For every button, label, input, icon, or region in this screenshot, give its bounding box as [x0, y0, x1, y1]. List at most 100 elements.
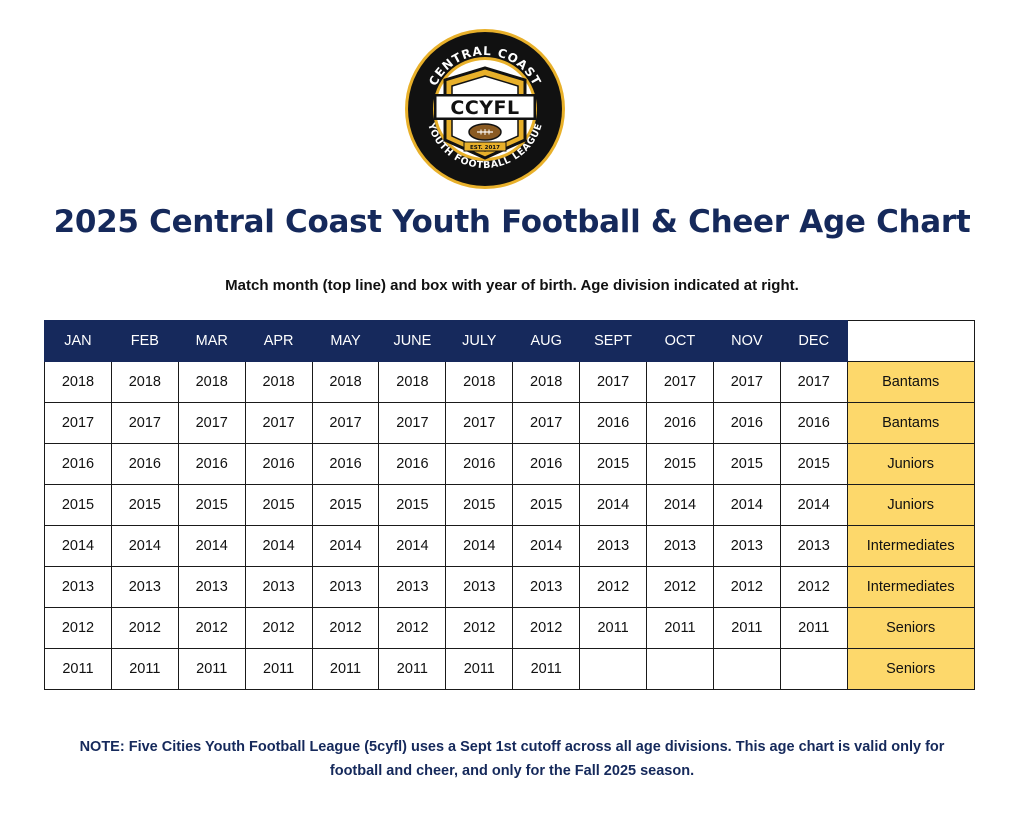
month-header-oct: OCT — [646, 320, 714, 362]
birth-year-cell — [779, 648, 848, 690]
division-cell: Seniors — [846, 607, 975, 649]
birth-year-cell: 2014 — [378, 525, 447, 567]
month-header-apr: APR — [244, 320, 313, 362]
birth-year-cell: 2013 — [110, 566, 179, 608]
birth-year-cell: 2017 — [712, 361, 781, 403]
birth-year-cell: 2018 — [445, 361, 514, 403]
birth-year-cell: 2014 — [311, 525, 380, 567]
month-header-row: JAN FEB MAR APR MAY JUNE JULY AUG SEPT OCT NOV DEC — [44, 320, 975, 362]
birth-year-cell: 2016 — [779, 402, 848, 444]
birth-year-cell: 2018 — [177, 361, 246, 403]
birth-year-cell — [579, 648, 648, 690]
birth-year-cell: 2016 — [177, 443, 246, 485]
birth-year-cell: 2011 — [244, 648, 313, 690]
birth-year-cell: 2017 — [646, 361, 714, 403]
month-header-july: JULY — [445, 320, 514, 362]
birth-year-cell: 2011 — [177, 648, 246, 690]
table-row: 2013 2013 2013 2013 2013 2013 2013 2013 2012 2012… — [44, 566, 975, 608]
table-row: 2011 2011 2011 2011 2011 2011 2011 2011 Seniors — [44, 648, 975, 690]
month-header-feb: FEB — [110, 320, 179, 362]
month-header-may: MAY — [311, 320, 380, 362]
birth-year-cell: 2013 — [779, 525, 848, 567]
logo-est-text: EST. 2017 — [470, 145, 500, 151]
birth-year-cell: 2011 — [445, 648, 514, 690]
table-row: 2016 2016 2016 2016 2016 2016 2016 2016 2015 2015… — [44, 443, 975, 485]
age-chart-table: JAN FEB MAR APR MAY JUNE JULY AUG SEPT OCT NOV DEC … — [44, 320, 975, 690]
birth-year-cell: 2015 — [177, 484, 246, 526]
birth-year-cell: 2011 — [579, 607, 648, 649]
month-header-mar: MAR — [177, 320, 246, 362]
birth-year-cell: 2015 — [110, 484, 179, 526]
birth-year-cell: 2016 — [512, 443, 581, 485]
birth-year-cell: 2011 — [779, 607, 848, 649]
division-cell: Intermediates — [846, 566, 975, 608]
birth-year-cell: 2017 — [779, 361, 848, 403]
birth-year-cell: 2011 — [378, 648, 447, 690]
birth-year-cell: 2012 — [646, 566, 714, 608]
birth-year-cell: 2014 — [579, 484, 648, 526]
birth-year-cell: 2013 — [579, 525, 648, 567]
birth-year-cell: 2014 — [110, 525, 179, 567]
birth-year-cell: 2018 — [311, 361, 380, 403]
birth-year-cell: 2011 — [712, 607, 781, 649]
birth-year-cell: 2014 — [646, 484, 714, 526]
birth-year-cell: 2017 — [378, 402, 447, 444]
division-cell: Seniors — [846, 648, 975, 690]
birth-year-cell: 2016 — [579, 402, 648, 444]
division-cell: Bantams — [846, 402, 975, 444]
birth-year-cell: 2017 — [311, 402, 380, 444]
birth-year-cell: 2014 — [779, 484, 848, 526]
birth-year-cell: 2012 — [579, 566, 648, 608]
birth-year-cell — [712, 648, 781, 690]
birth-year-cell: 2012 — [445, 607, 514, 649]
birth-year-cell: 2013 — [445, 566, 514, 608]
division-header-blank — [846, 320, 975, 362]
birth-year-cell: 2016 — [712, 402, 781, 444]
table-row: 2012 2012 2012 2012 2012 2012 2012 2012 2011 2011… — [44, 607, 975, 649]
birth-year-cell: 2012 — [779, 566, 848, 608]
month-header-jan: JAN — [44, 320, 112, 362]
birth-year-cell: 2013 — [512, 566, 581, 608]
birth-year-cell: 2013 — [646, 525, 714, 567]
instructions-text: Match month (top line) and box with year… — [225, 277, 799, 294]
table-row: 2015 2015 2015 2015 2015 2015 2015 2015 2014 2014… — [44, 484, 975, 526]
birth-year-cell: 2016 — [445, 443, 514, 485]
birth-year-cell: 2015 — [378, 484, 447, 526]
age-chart-body: 2018 2018 2018 2018 2018 2018 2018 2018 2017 2017… — [44, 361, 975, 690]
birth-year-cell: 2014 — [177, 525, 246, 567]
birth-year-cell: 2014 — [244, 525, 313, 567]
birth-year-cell: 2012 — [177, 607, 246, 649]
birth-year-cell: 2012 — [311, 607, 380, 649]
division-cell: Intermediates — [846, 525, 975, 567]
birth-year-cell: 2015 — [311, 484, 380, 526]
table-row: 2018 2018 2018 2018 2018 2018 2018 2018 2017 2017… — [44, 361, 975, 403]
birth-year-cell: 2014 — [445, 525, 514, 567]
birth-year-cell: 2018 — [512, 361, 581, 403]
footnote: NOTE: Five Cities Youth Football League … — [79, 739, 945, 779]
division-cell: Bantams — [846, 361, 975, 403]
birth-year-cell: 2011 — [512, 648, 581, 690]
birth-year-cell: 2016 — [244, 443, 313, 485]
birth-year-cell: 2012 — [378, 607, 447, 649]
division-cell: Juniors — [846, 484, 975, 526]
birth-year-cell: 2018 — [244, 361, 313, 403]
birth-year-cell: 2016 — [44, 443, 112, 485]
birth-year-cell: 2016 — [646, 402, 714, 444]
birth-year-cell: 2015 — [579, 443, 648, 485]
ccyfl-logo: CENTRAL COAST YOUTH FOOTBALL LEAGUE CCYF… — [405, 29, 565, 189]
birth-year-cell: 2017 — [445, 402, 514, 444]
birth-year-cell: 2012 — [110, 607, 179, 649]
birth-year-cell: 2011 — [646, 607, 714, 649]
birth-year-cell: 2013 — [177, 566, 246, 608]
division-cell: Juniors — [846, 443, 975, 485]
table-row: 2014 2014 2014 2014 2014 2014 2014 2014 2013 2013… — [44, 525, 975, 567]
birth-year-cell: 2013 — [244, 566, 313, 608]
birth-year-cell: 2015 — [244, 484, 313, 526]
birth-year-cell: 2017 — [579, 361, 648, 403]
month-header-aug: AUG — [512, 320, 581, 362]
birth-year-cell: 2011 — [110, 648, 179, 690]
birth-year-cell: 2017 — [177, 402, 246, 444]
birth-year-cell: 2015 — [646, 443, 714, 485]
birth-year-cell: 2015 — [44, 484, 112, 526]
birth-year-cell: 2015 — [779, 443, 848, 485]
